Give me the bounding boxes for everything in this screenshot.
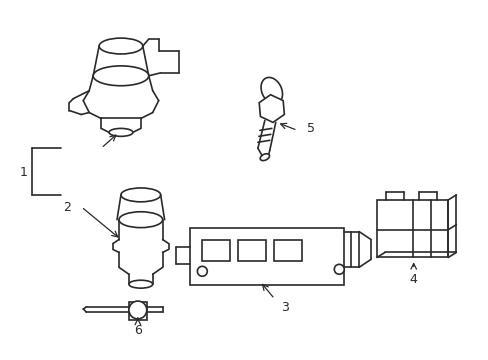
Ellipse shape [129,280,152,288]
Bar [376,200,447,257]
Bar [190,228,344,285]
Text: 5: 5 [307,122,315,135]
Text: 1: 1 [20,166,28,179]
Ellipse shape [119,212,163,228]
Ellipse shape [121,188,161,202]
Ellipse shape [129,301,146,319]
Text: 3: 3 [280,301,288,314]
Bar [202,239,230,261]
Bar [129,302,146,320]
Ellipse shape [99,38,142,54]
Bar [238,239,265,261]
Ellipse shape [93,66,148,86]
Ellipse shape [197,266,207,276]
Text: 2: 2 [63,201,71,214]
Polygon shape [259,95,284,122]
Ellipse shape [260,154,269,161]
Text: 6: 6 [134,324,142,337]
Ellipse shape [334,264,344,274]
Bar [273,239,301,261]
Ellipse shape [261,77,282,104]
Text: 4: 4 [409,273,417,286]
Ellipse shape [109,129,133,136]
